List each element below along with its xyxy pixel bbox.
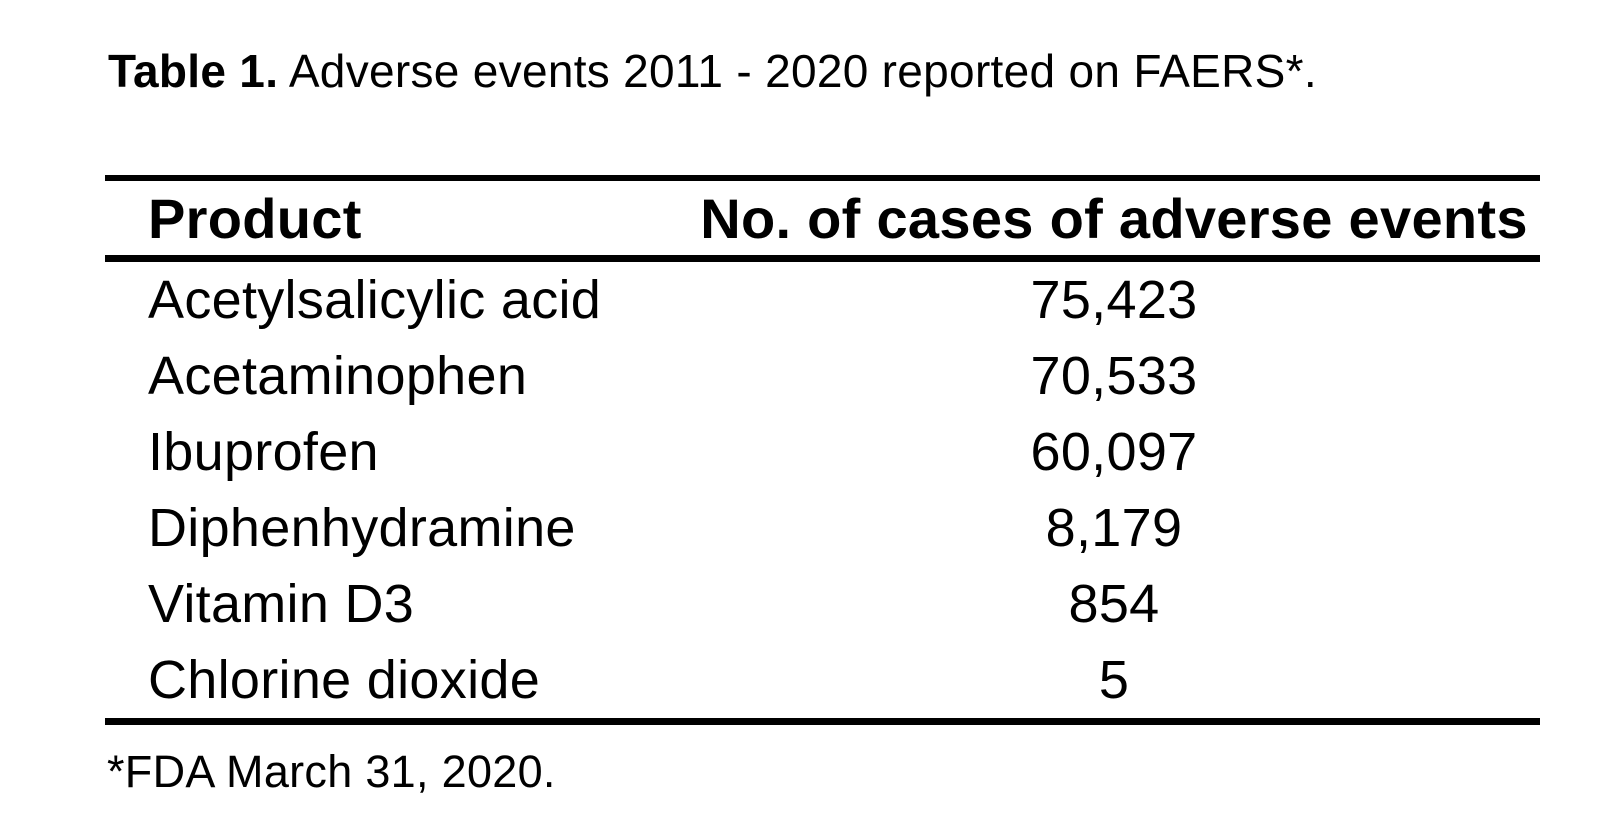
table-row: Chlorine dioxide 5	[105, 642, 1540, 722]
table-caption: Table 1. Adverse events 2011 - 2020 repo…	[108, 44, 1317, 98]
cases-cell: 854	[1068, 574, 1160, 634]
cases-cell: 60,097	[1030, 422, 1198, 482]
product-cell: Diphenhydramine	[148, 498, 576, 558]
product-cell: Acetylsalicylic acid	[148, 270, 602, 330]
table-row: Ibuprofen 60,097	[105, 414, 1540, 490]
product-cell: Acetaminophen	[148, 346, 528, 406]
table-row: Acetylsalicylic acid 75,423	[105, 259, 1540, 339]
table-row: Vitamin D3 854	[105, 566, 1540, 642]
table-footnote: *FDA March 31, 2020.	[107, 746, 556, 797]
product-cell: Ibuprofen	[148, 422, 379, 482]
cases-cell: 70,533	[1030, 346, 1198, 406]
cases-cell: 5	[1098, 650, 1130, 710]
product-cell: Vitamin D3	[148, 574, 415, 634]
table-caption-text: Adverse events 2011 - 2020 reported on F…	[288, 45, 1317, 97]
table-header-row: Product No. of cases of adverse events	[105, 178, 1540, 259]
table-caption-label: Table 1.	[108, 45, 279, 97]
column-header-product: Product	[148, 186, 362, 250]
product-cell: Chlorine dioxide	[148, 650, 541, 710]
cases-cell: 8,179	[1045, 498, 1183, 558]
table-row: Acetaminophen 70,533	[105, 338, 1540, 414]
column-header-cases: No. of cases of adverse events	[700, 186, 1528, 250]
table-row: Diphenhydramine 8,179	[105, 490, 1540, 566]
adverse-events-table: Product No. of cases of adverse events A…	[105, 175, 1540, 725]
cases-cell: 75,423	[1030, 270, 1198, 330]
